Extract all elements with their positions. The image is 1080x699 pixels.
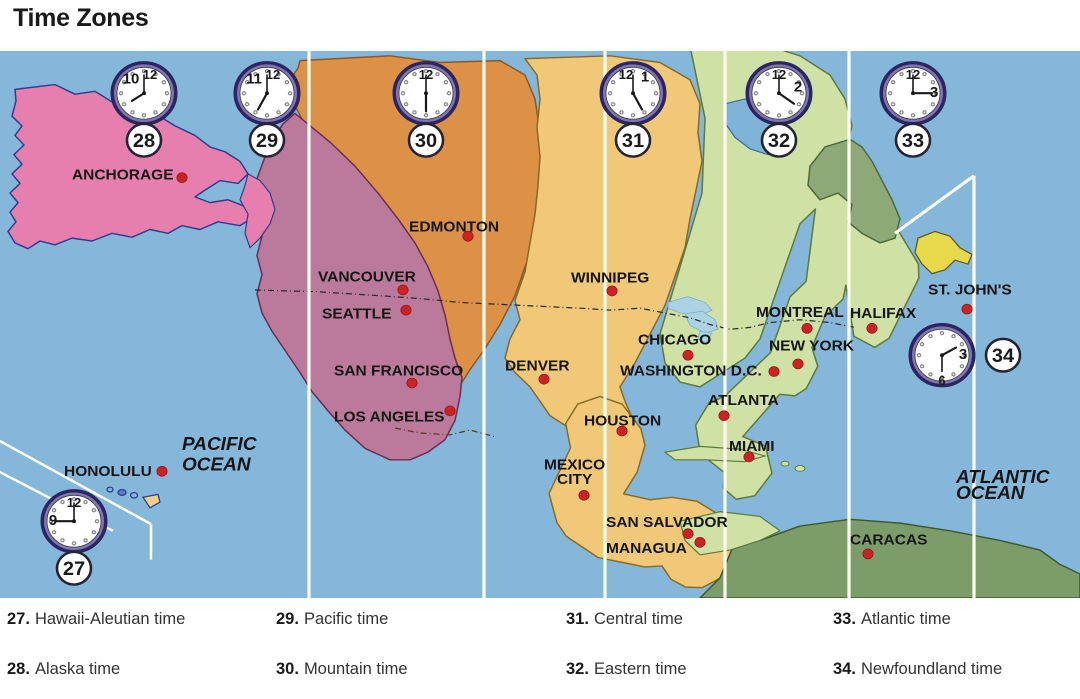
svg-text:11: 11 [246,72,262,88]
svg-text:SAN FRANCISCO: SAN FRANCISCO [334,363,463,380]
svg-text:MANAGUA: MANAGUA [606,540,687,557]
svg-text:ST. JOHN'S: ST. JOHN'S [928,282,1012,299]
svg-text:12: 12 [619,67,633,82]
svg-text:LOS ANGELES: LOS ANGELES [334,409,445,426]
svg-text:10: 10 [123,72,140,88]
svg-text:CHICAGO: CHICAGO [638,332,711,349]
svg-text:29: 29 [256,130,278,152]
svg-text:1: 1 [641,70,649,86]
svg-text:OCEAN: OCEAN [956,483,1025,504]
svg-text:WASHINGTON D.C.: WASHINGTON D.C. [620,363,762,380]
svg-text:PACIFIC: PACIFIC [182,434,257,455]
svg-text:CARACAS: CARACAS [850,532,927,549]
svg-text:WINNIPEG: WINNIPEG [571,270,649,287]
svg-text:ANCHORAGE: ANCHORAGE [72,167,174,184]
svg-text:2: 2 [794,80,802,96]
svg-text:3: 3 [959,347,967,363]
svg-text:31: 31 [622,130,644,152]
svg-text:OCEAN: OCEAN [182,454,251,475]
svg-text:6: 6 [938,373,945,388]
svg-text:SAN SALVADOR: SAN SALVADOR [606,514,728,531]
svg-text:CITY: CITY [557,471,592,488]
svg-text:VANCOUVER: VANCOUVER [318,269,416,286]
svg-text:12: 12 [266,67,280,82]
svg-text:32: 32 [768,130,790,152]
svg-text:34: 34 [992,345,1014,367]
svg-text:12: 12 [143,67,157,82]
svg-text:27: 27 [63,558,85,580]
svg-text:HONOLULU: HONOLULU [64,463,152,480]
svg-text:HALIFAX: HALIFAX [850,305,916,322]
svg-text:28: 28 [133,130,155,152]
svg-text:SEATTLE: SEATTLE [322,306,391,323]
svg-text:DENVER: DENVER [505,358,570,375]
svg-text:ATLANTA: ATLANTA [708,392,779,409]
svg-text:30: 30 [415,130,437,152]
svg-text:NEW YORK: NEW YORK [769,338,854,355]
svg-text:33: 33 [902,130,924,152]
svg-text:MONTREAL: MONTREAL [756,304,844,321]
svg-text:EDMONTON: EDMONTON [409,219,499,236]
